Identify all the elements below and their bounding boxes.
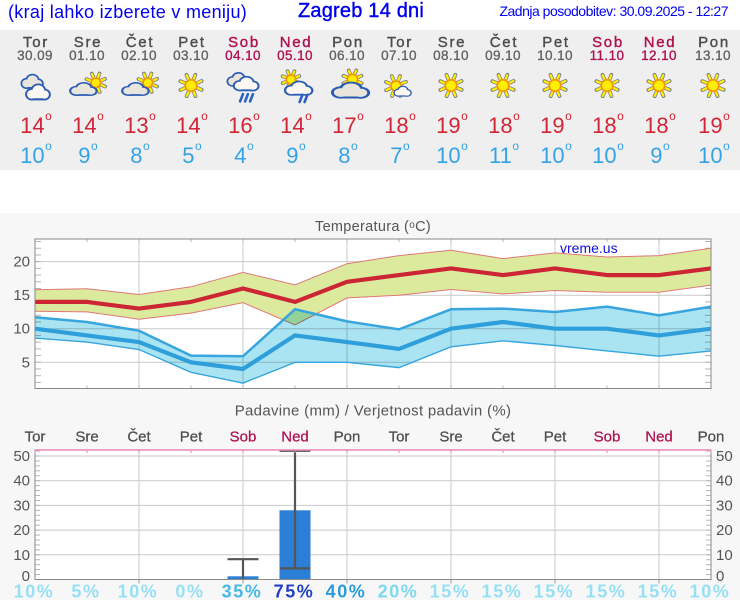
svg-text:Pon: Pon — [698, 429, 725, 446]
svg-text:20: 20 — [13, 254, 30, 271]
svg-text:35%: 35% — [222, 582, 263, 600]
svg-text:0: 0 — [716, 568, 724, 585]
svg-text:Ned: Ned — [281, 429, 309, 446]
svg-text:Sob: Sob — [230, 429, 257, 446]
svg-text:40: 40 — [13, 473, 30, 490]
svg-text:Tor: Tor — [25, 429, 46, 446]
svg-text:20%: 20% — [378, 582, 419, 600]
svg-text:Padavine (mm) / Verjetnost pad: Padavine (mm) / Verjetnost padavin (%) — [235, 403, 512, 420]
svg-text:Pon: Pon — [334, 429, 361, 446]
svg-text:15%: 15% — [638, 582, 679, 600]
svg-text:0%: 0% — [175, 582, 204, 600]
svg-text:15: 15 — [13, 287, 30, 304]
svg-text:10: 10 — [13, 547, 30, 564]
svg-text:Ned: Ned — [645, 429, 673, 446]
svg-text:20: 20 — [13, 522, 30, 539]
svg-text:10%: 10% — [690, 582, 731, 600]
svg-text:30: 30 — [716, 497, 733, 514]
svg-text:75%: 75% — [274, 582, 315, 600]
svg-text:50: 50 — [716, 448, 733, 465]
svg-text:20: 20 — [716, 522, 733, 539]
svg-text:Čet: Čet — [127, 429, 151, 446]
svg-text:40%: 40% — [326, 582, 367, 600]
svg-text:15%: 15% — [534, 582, 575, 600]
svg-text:Tor: Tor — [389, 429, 410, 446]
svg-text:10: 10 — [716, 547, 733, 564]
svg-text:5: 5 — [22, 354, 30, 371]
svg-text:Pet: Pet — [544, 429, 567, 446]
svg-text:Pet: Pet — [180, 429, 203, 446]
svg-text:0: 0 — [22, 568, 30, 585]
svg-text:Temperatura (oC): Temperatura (oC) — [315, 219, 431, 235]
svg-text:Čet: Čet — [491, 429, 515, 446]
svg-text:50: 50 — [13, 448, 30, 465]
svg-text:Sre: Sre — [439, 429, 462, 446]
svg-text:5%: 5% — [71, 582, 100, 600]
svg-text:15%: 15% — [586, 582, 627, 600]
svg-text:15%: 15% — [482, 582, 523, 600]
svg-text:10: 10 — [13, 321, 30, 338]
svg-text:10%: 10% — [14, 582, 55, 600]
svg-text:Sob: Sob — [594, 429, 621, 446]
svg-text:30: 30 — [13, 497, 30, 514]
svg-text:vreme.us: vreme.us — [560, 240, 618, 256]
svg-text:10%: 10% — [118, 582, 159, 600]
svg-text:40: 40 — [716, 473, 733, 490]
svg-text:15%: 15% — [430, 582, 471, 600]
svg-text:Sre: Sre — [75, 429, 98, 446]
